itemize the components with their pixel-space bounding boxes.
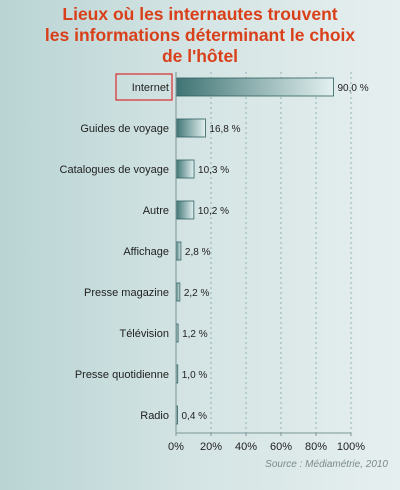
bar xyxy=(175,77,334,97)
x-tick-label: 100% xyxy=(337,441,365,453)
value-label: 16,8 % xyxy=(209,124,240,135)
value-label: 10,2 % xyxy=(198,206,229,217)
category-label: Autre xyxy=(143,205,169,217)
bar xyxy=(175,118,206,138)
category-label: Presse magazine xyxy=(84,287,169,299)
x-tick-label: 0% xyxy=(168,441,184,453)
bar xyxy=(175,200,195,220)
bar xyxy=(175,241,182,261)
chart-title-line-1: Lieux où les internautes trouvent xyxy=(62,4,338,24)
value-label: 1,2 % xyxy=(182,329,208,340)
x-tick-label: 20% xyxy=(200,441,222,453)
value-label: 2,8 % xyxy=(185,247,211,258)
category-label: Internet xyxy=(132,82,169,94)
gridlines xyxy=(210,72,352,433)
bar xyxy=(175,159,195,179)
value-label: 90,0 % xyxy=(338,83,369,94)
category-label: Presse quotidienne xyxy=(75,369,169,381)
category-label: Catalogues de voyage xyxy=(60,164,169,176)
chart-title-line-2: les informations déterminant le choix xyxy=(44,25,356,45)
bar xyxy=(175,282,181,302)
value-label: 0,4 % xyxy=(182,411,208,422)
chart-title: Lieux où les internautes trouvent les in… xyxy=(0,4,400,67)
axes: 0% 20% 40% 60% 80% 100% Internet 90,0 % Guides d… xyxy=(60,72,369,453)
category-label: Affichage xyxy=(123,246,169,258)
value-label: 1,0 % xyxy=(182,370,208,381)
value-label: 10,3 % xyxy=(198,165,229,176)
bars xyxy=(175,77,334,425)
category-label: Guides de voyage xyxy=(80,123,169,135)
x-tick-label: 60% xyxy=(270,441,292,453)
category-label: Radio xyxy=(140,410,169,422)
chart-title-line-3: de l'hôtel xyxy=(161,46,239,66)
source-note: Source : Médiamétrie, 2010 xyxy=(265,459,388,470)
x-tick-label: 40% xyxy=(235,441,257,453)
category-label: Télévision xyxy=(119,328,169,340)
highlight-box xyxy=(115,73,173,101)
x-tick-label: 80% xyxy=(305,441,327,453)
value-label: 2,2 % xyxy=(184,288,210,299)
